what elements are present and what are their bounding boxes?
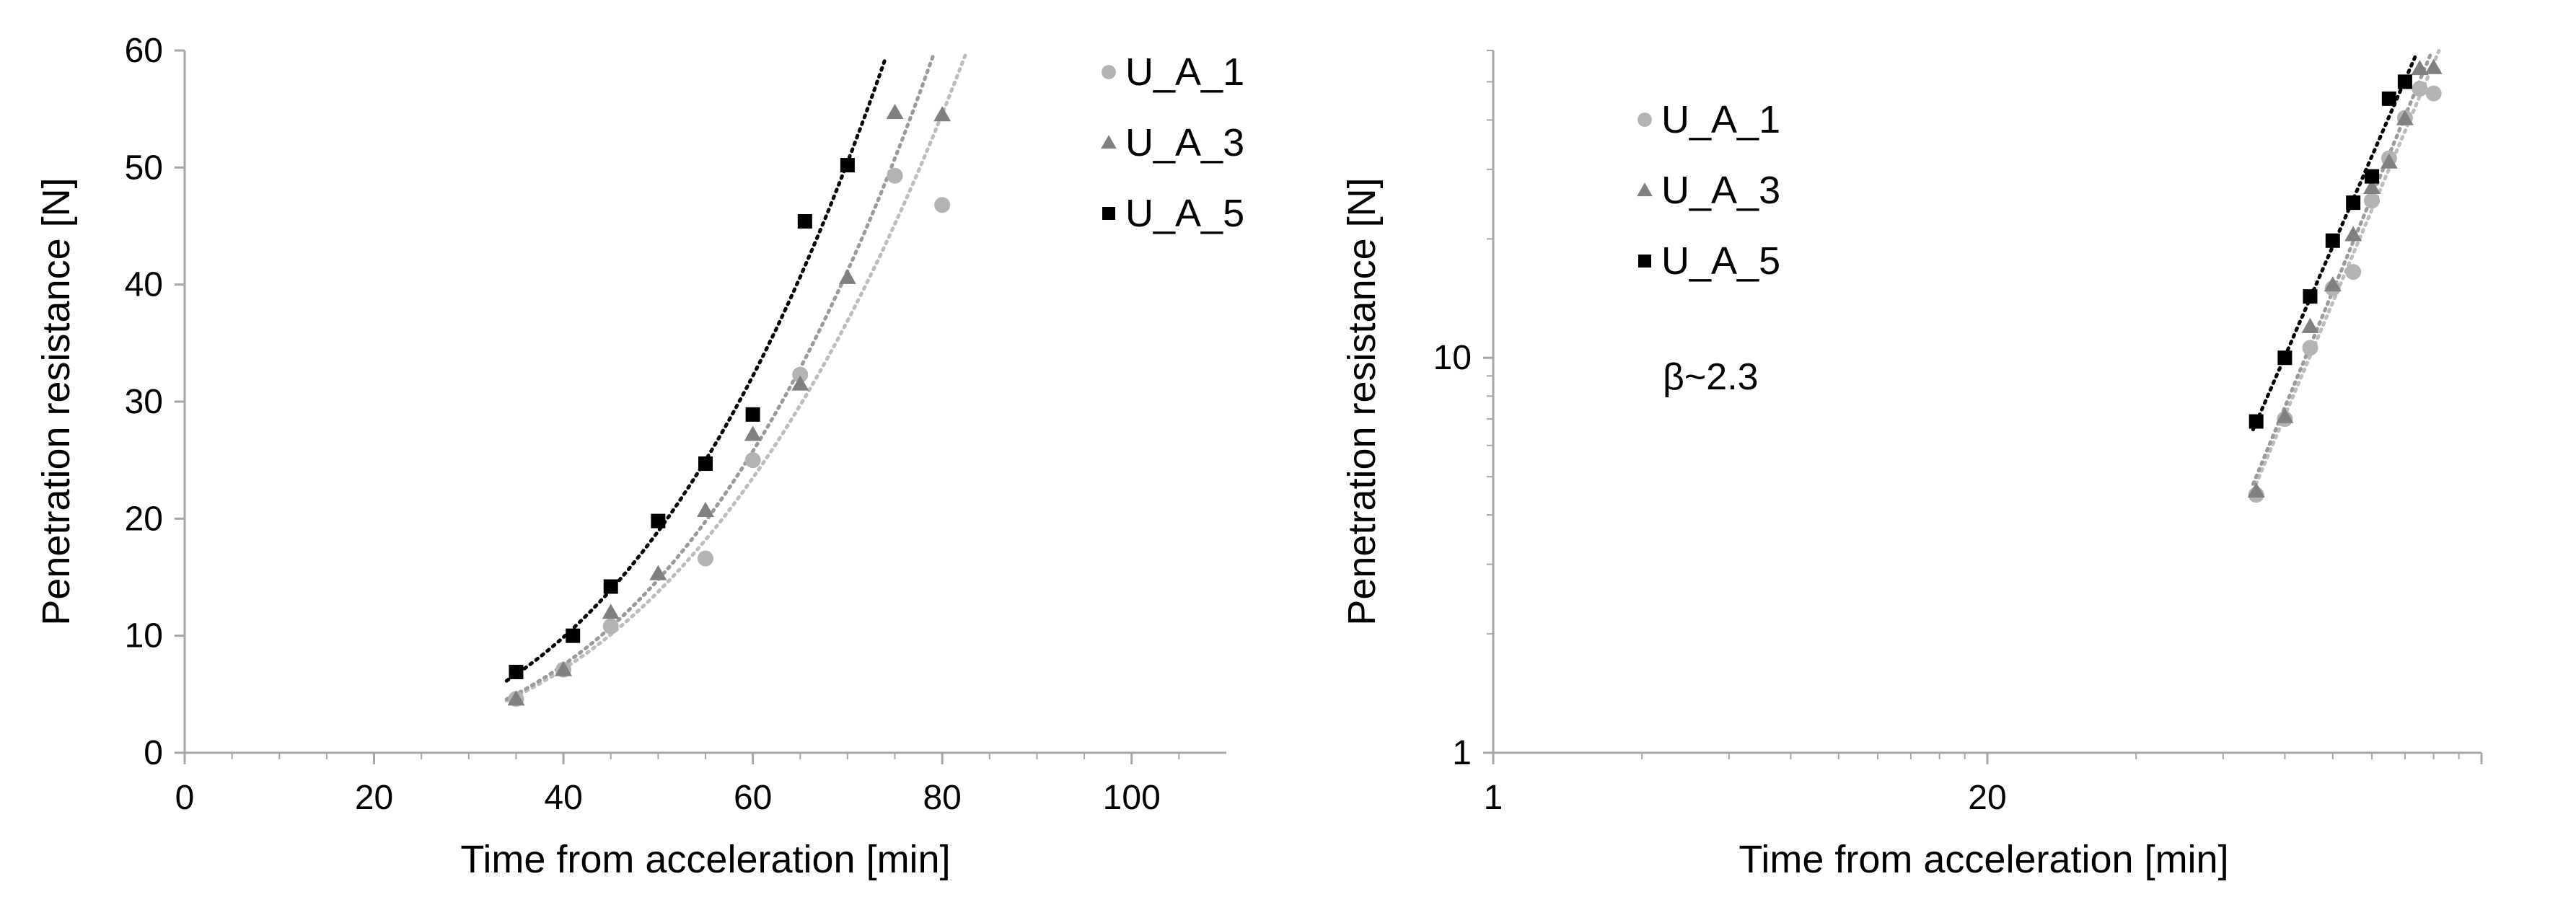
left-point-u-a-5 [745, 407, 760, 422]
left-y-tick-label: 0 [144, 734, 163, 772]
left-point-u-a-5 [651, 513, 666, 529]
left-x-tick-label: 80 [923, 779, 961, 817]
right-point-u-a-5 [2248, 414, 2264, 429]
right-annotation: β~2.3 [1663, 356, 1759, 398]
right-point-u-a-3 [2425, 58, 2443, 74]
left-point-u-a-1 [934, 197, 951, 213]
right-legend-label: U_A_3 [1661, 169, 1780, 212]
left-point-u-a-5 [566, 628, 581, 643]
chart-left: 0 20 40 60 80 100 0 10 20 30 40 50 60 Time from acce… [35, 32, 1244, 881]
left-legend-label: U_A_5 [1125, 192, 1244, 235]
left-point-u-a-3 [507, 690, 525, 706]
left-point-u-a-1 [744, 452, 761, 469]
left-point-u-a-3 [838, 268, 856, 284]
right-trendline-u-a-3 [2251, 51, 2433, 486]
left-x-tick-label: 60 [734, 779, 772, 817]
left-point-u-a-1 [887, 167, 903, 184]
right-point-u-a-5 [2397, 74, 2412, 89]
left-y-tick-label: 50 [125, 149, 163, 187]
left-point-u-a-5 [509, 664, 524, 679]
right-x-tick-label: 20 [1968, 779, 2006, 817]
right-legend-label: U_A_1 [1661, 98, 1780, 141]
right-point-u-a-1 [2302, 340, 2318, 356]
left-y-tick-label: 60 [125, 32, 163, 70]
right-point-u-a-1 [2425, 85, 2442, 102]
left-x-tick-label: 20 [355, 779, 393, 817]
left-x-tick-label: 0 [175, 779, 195, 817]
right-legend-marker-u-a-3 [1637, 182, 1653, 197]
right-point-u-a-3 [2396, 110, 2414, 125]
right-x-tick-label: 1 [1484, 779, 1503, 817]
right-point-u-a-3 [2276, 407, 2294, 423]
right-point-u-a-3 [2344, 226, 2362, 242]
chart-right: 1 20 1 10 Time from acceleration [min] Pene… [1340, 49, 2483, 881]
right-point-u-a-5 [2381, 91, 2396, 106]
left-point-u-a-1 [698, 550, 713, 567]
left-point-u-a-5 [797, 214, 812, 229]
left-point-u-a-5 [840, 158, 855, 173]
right-point-u-a-1 [2345, 264, 2362, 280]
left-x-tick-label: 40 [544, 779, 582, 817]
left-x-axis-label: Time from acceleration [min] [460, 838, 950, 881]
left-point-u-a-3 [555, 660, 573, 676]
left-legend-label: U_A_3 [1125, 121, 1244, 164]
right-point-u-a-5 [2365, 169, 2380, 184]
left-point-u-a-5 [698, 456, 713, 472]
left-point-u-a-3 [933, 106, 951, 122]
left-y-axis-label: Penetration resistance [N] [35, 177, 78, 625]
right-point-u-a-3 [2301, 317, 2319, 333]
left-y-tick-label: 40 [125, 266, 163, 304]
right-point-u-a-5 [2346, 195, 2361, 211]
left-trendline-u-a-5 [504, 56, 887, 683]
left-point-u-a-3 [697, 501, 714, 517]
left-y-tick-label: 10 [125, 617, 163, 655]
right-legend-label: U_A_5 [1661, 239, 1780, 283]
left-point-u-a-1 [602, 618, 619, 635]
right-point-u-a-3 [2380, 153, 2398, 169]
left-point-u-a-3 [886, 104, 904, 120]
right-trendline-u-a-1 [2251, 49, 2441, 493]
left-point-u-a-3 [602, 604, 620, 619]
left-legend-label: U_A_1 [1125, 50, 1244, 94]
right-legend: U_A_1 U_A_3 U_A_5 [1637, 98, 1780, 283]
left-point-u-a-1 [792, 366, 809, 383]
left-legend-marker-u-a-5 [1102, 207, 1115, 220]
left-point-u-a-3 [744, 425, 762, 441]
right-point-u-a-3 [2363, 178, 2381, 194]
left-y-tick-label: 20 [125, 500, 163, 538]
left-trendline-u-a-1 [504, 51, 968, 703]
right-legend-marker-u-a-5 [1638, 255, 1651, 268]
right-point-u-a-1 [2412, 81, 2428, 97]
right-y-tick-label: 1 [1452, 734, 1472, 772]
right-point-u-a-1 [2364, 193, 2381, 209]
left-point-u-a-3 [649, 565, 667, 580]
left-y-tick-label: 30 [125, 383, 163, 421]
right-x-axis-label: Time from acceleration [min] [1738, 838, 2228, 881]
right-point-u-a-3 [2247, 482, 2265, 498]
left-x-tick-label: 100 [1103, 779, 1161, 817]
right-point-u-a-3 [2411, 60, 2429, 76]
right-legend-marker-u-a-1 [1638, 112, 1652, 127]
right-y-axis-label: Penetration resistance [N] [1340, 177, 1384, 625]
right-point-u-a-5 [2325, 233, 2340, 248]
left-legend-marker-u-a-1 [1102, 65, 1116, 79]
left-point-u-a-5 [603, 579, 618, 594]
left-trendline-u-a-3 [504, 55, 935, 702]
left-legend-marker-u-a-3 [1101, 135, 1117, 149]
left-point-u-a-3 [791, 375, 809, 391]
right-point-u-a-3 [2324, 276, 2342, 292]
right-y-tick-label: 10 [1433, 339, 1472, 377]
left-legend: U_A_1 U_A_3 U_A_5 [1101, 50, 1244, 235]
right-point-u-a-5 [2277, 350, 2293, 366]
right-point-u-a-5 [2303, 289, 2318, 304]
